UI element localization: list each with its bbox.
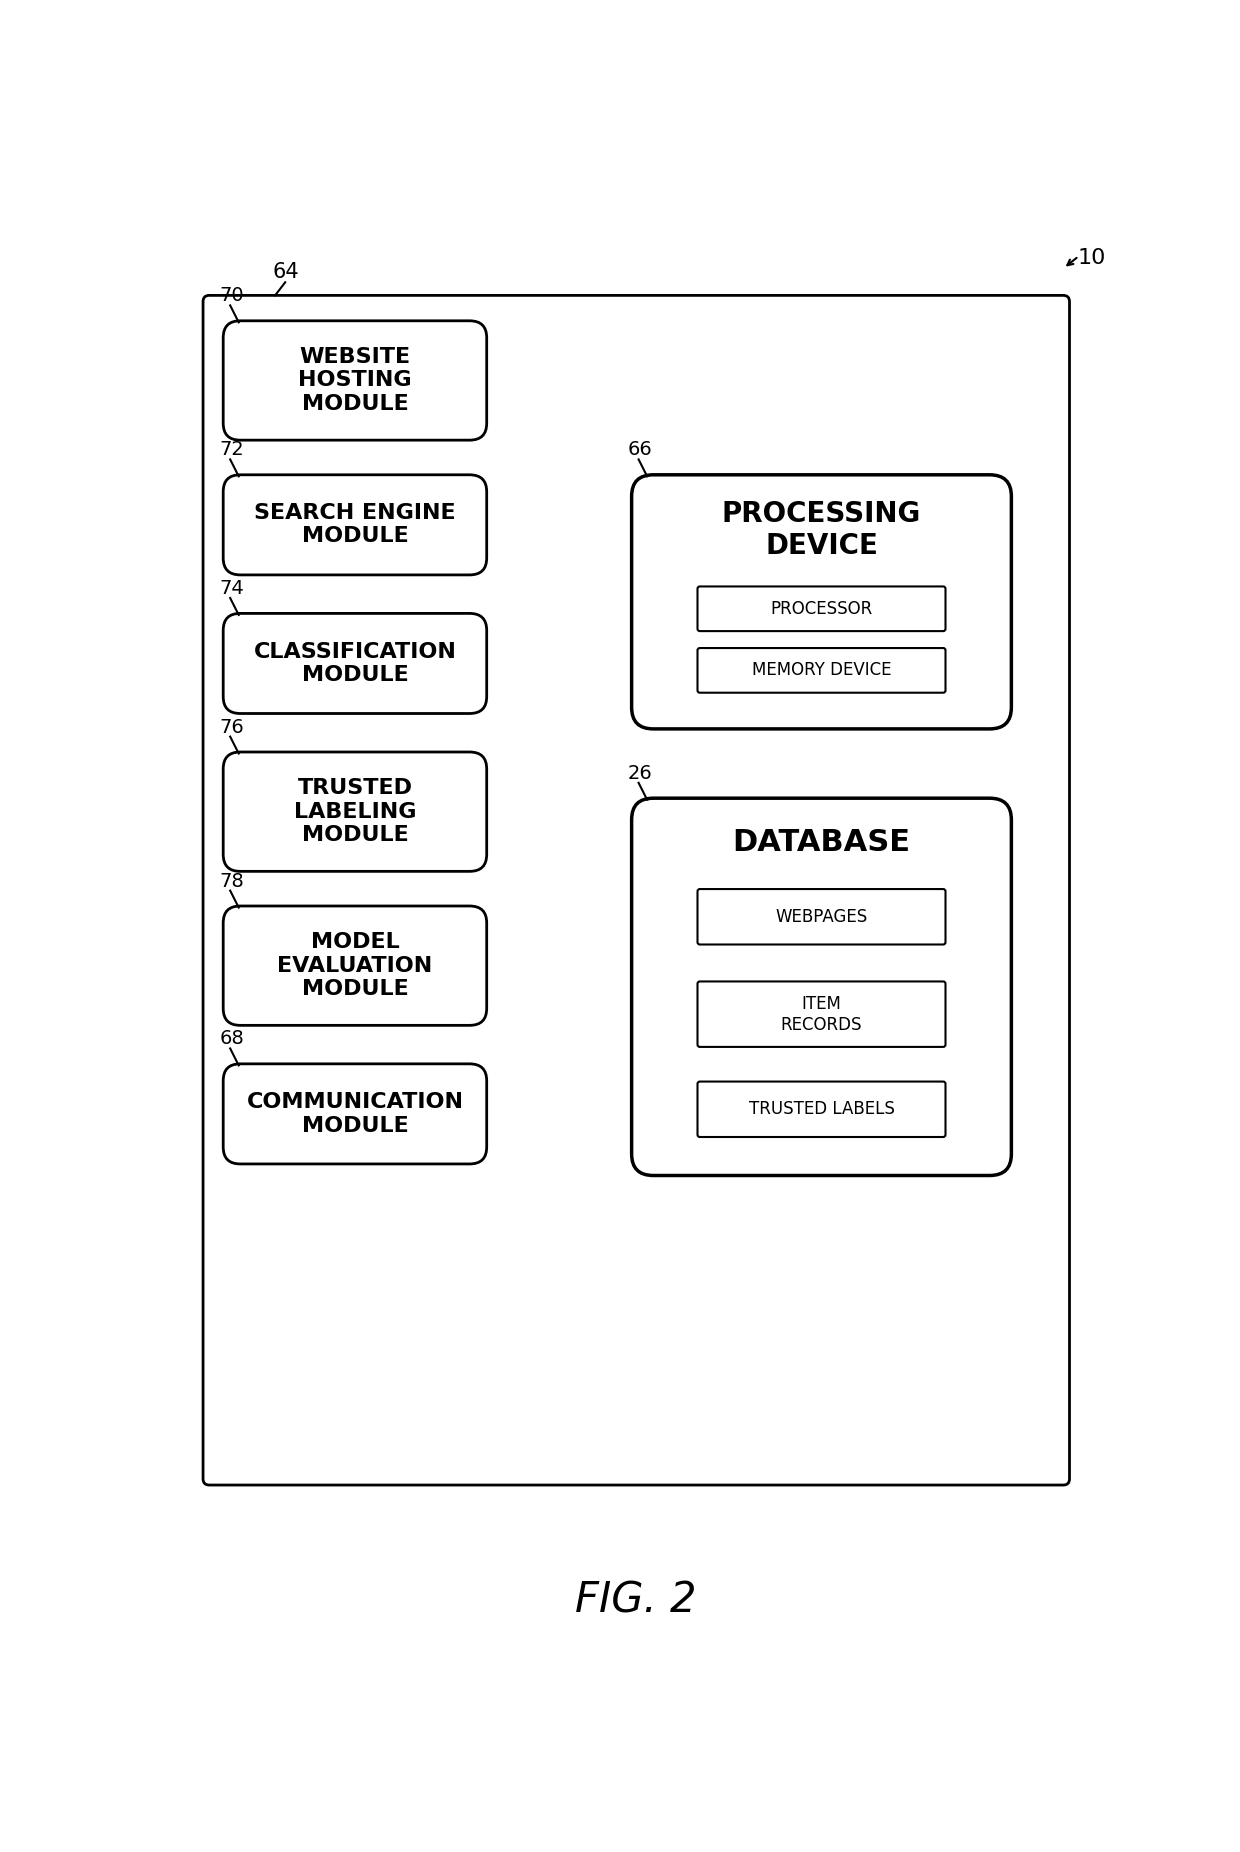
FancyBboxPatch shape <box>697 889 945 945</box>
Text: PROCESSING
DEVICE: PROCESSING DEVICE <box>722 500 921 561</box>
Text: MEMORY DEVICE: MEMORY DEVICE <box>751 661 892 680</box>
Text: SEARCH ENGINE
MODULE: SEARCH ENGINE MODULE <box>254 504 456 546</box>
Text: 64: 64 <box>273 263 299 282</box>
Text: MODEL
EVALUATION
MODULE: MODEL EVALUATION MODULE <box>278 932 433 998</box>
Text: 66: 66 <box>627 441 652 459</box>
Text: PROCESSOR: PROCESSOR <box>770 600 873 619</box>
FancyBboxPatch shape <box>223 320 486 441</box>
FancyBboxPatch shape <box>631 474 1012 730</box>
Text: CLASSIFICATION
MODULE: CLASSIFICATION MODULE <box>253 643 456 685</box>
Text: 72: 72 <box>219 441 244 459</box>
FancyBboxPatch shape <box>697 648 945 693</box>
Text: DATABASE: DATABASE <box>733 828 910 857</box>
FancyBboxPatch shape <box>631 798 1012 1176</box>
Text: COMMUNICATION
MODULE: COMMUNICATION MODULE <box>247 1093 464 1135</box>
Text: FIG. 2: FIG. 2 <box>575 1580 696 1622</box>
FancyBboxPatch shape <box>697 1082 945 1137</box>
FancyBboxPatch shape <box>203 294 1069 1485</box>
Text: 70: 70 <box>219 287 244 306</box>
FancyBboxPatch shape <box>697 982 945 1046</box>
Text: ITEM
RECORDS: ITEM RECORDS <box>781 995 862 1033</box>
Text: WEBSITE
HOSTING
MODULE: WEBSITE HOSTING MODULE <box>298 348 412 413</box>
FancyBboxPatch shape <box>697 587 945 632</box>
Text: 76: 76 <box>219 717 244 737</box>
FancyBboxPatch shape <box>223 474 486 574</box>
Text: 74: 74 <box>219 580 244 598</box>
FancyBboxPatch shape <box>223 752 486 870</box>
FancyBboxPatch shape <box>223 1063 486 1163</box>
Text: 26: 26 <box>627 763 652 783</box>
FancyBboxPatch shape <box>223 906 486 1026</box>
Text: 78: 78 <box>219 872 244 891</box>
Text: 68: 68 <box>219 1030 244 1048</box>
Text: 10: 10 <box>1078 248 1106 269</box>
Text: TRUSTED LABELS: TRUSTED LABELS <box>749 1100 894 1119</box>
Text: WEBPAGES: WEBPAGES <box>775 907 868 926</box>
Text: TRUSTED
LABELING
MODULE: TRUSTED LABELING MODULE <box>294 778 417 845</box>
FancyBboxPatch shape <box>223 613 486 713</box>
